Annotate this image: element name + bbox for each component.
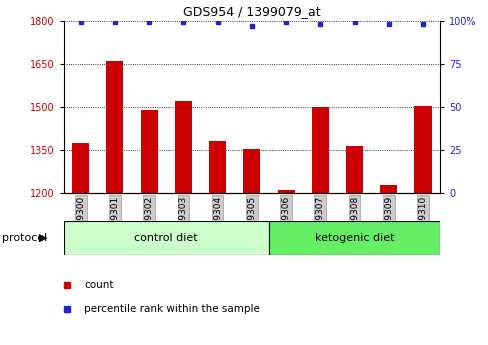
Text: count: count: [84, 280, 114, 289]
Bar: [414, 106, 430, 193]
Bar: [208, 141, 225, 193]
Text: protocol: protocol: [2, 233, 48, 243]
Bar: [106, 61, 123, 193]
Bar: [175, 101, 192, 193]
Text: ketogenic diet: ketogenic diet: [314, 233, 393, 243]
Text: control diet: control diet: [134, 233, 198, 243]
Bar: [72, 143, 89, 193]
Text: percentile rank within the sample: percentile rank within the sample: [84, 305, 260, 314]
Title: GDS954 / 1399079_at: GDS954 / 1399079_at: [183, 5, 320, 18]
Bar: [346, 146, 362, 193]
Text: ▶: ▶: [39, 233, 47, 243]
Bar: [141, 110, 157, 193]
Bar: [243, 149, 260, 193]
Bar: [311, 107, 328, 193]
Bar: [268, 221, 439, 255]
Bar: [63, 221, 268, 255]
Bar: [277, 190, 294, 193]
Bar: [380, 185, 397, 193]
